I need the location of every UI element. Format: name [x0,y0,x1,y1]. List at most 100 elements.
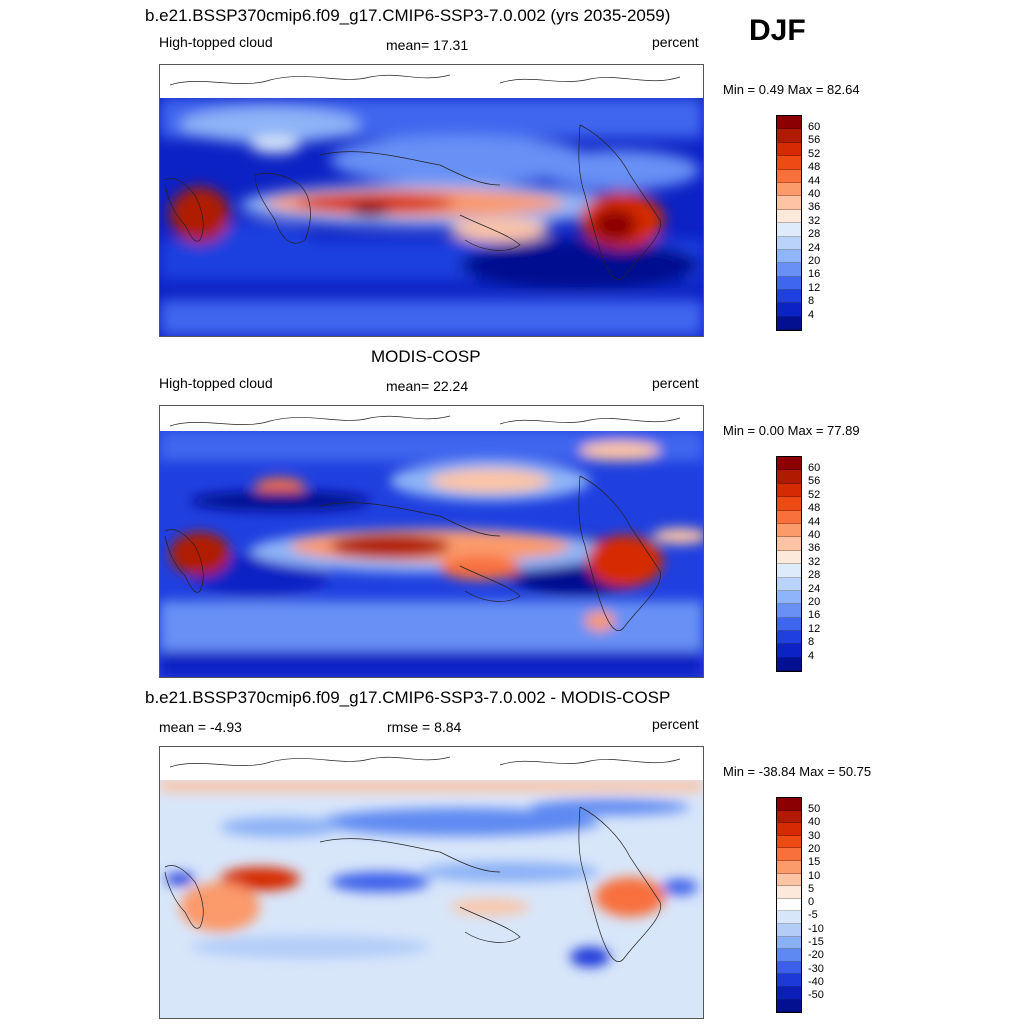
panel1-swatch [777,182,801,197]
panel3-tick: 10 [808,869,821,882]
panel1-swatch [777,129,801,143]
panel3-tick: 40 [808,816,821,829]
panel1-tick: 24 [808,241,821,254]
panel2-swatch [777,550,801,565]
panel1-minmax: Min = 0.49 Max = 82.64 [723,82,860,97]
panel2-swatch [777,564,801,578]
panel2-tick: 24 [808,582,821,595]
panel1-tick: 16 [808,268,821,281]
panel3-tick: -50 [808,989,824,1002]
panel3-tick: -10 [808,922,824,935]
panel3-tick: 0 [808,896,815,909]
panel3-swatch [777,835,801,849]
panel3-map [159,746,704,1019]
panel3-tick: -15 [808,936,824,948]
panel2-swatch [777,617,801,632]
panel3-tick: -20 [808,949,824,962]
panel2-swatch [777,577,801,591]
panel2-swatch [777,483,801,498]
panel3-swatch [777,974,801,987]
panel1-tick: 52 [808,147,821,160]
panel1-map [159,64,704,337]
panel2-tick: 60 [808,462,821,474]
panel2-swatch [777,523,801,538]
panel1-title: b.e21.BSSP370cmip6.f09_g17.CMIP6-SSP3-7.… [145,6,671,25]
panel3-swatch [777,898,801,912]
panel1-swatch [777,142,801,157]
panel3-swatch [777,823,801,836]
panel1-tick: 20 [808,255,821,267]
panel2-swatch [777,657,801,672]
panel2-tick: 20 [808,596,821,608]
panel2-swatch [777,537,801,551]
panel3-mean-label: mean = -4.93 [159,719,242,735]
panel2-colorbar [776,456,802,673]
panel2-units-label: percent [652,375,699,391]
panel3-swatch [777,999,801,1013]
panel2-tick: 28 [808,569,821,582]
panel3-swatch [777,949,801,962]
panel3-tick: 20 [808,842,821,855]
panel3-tick: -5 [808,909,818,922]
panel3-units-label: percent [652,716,699,732]
panel3-title: b.e21.BSSP370cmip6.f09_g17.CMIP6-SSP3-7.… [145,688,671,707]
panel1-tick: 40 [808,188,821,200]
panel2-tick: 16 [808,609,821,622]
panel3-tick: 15 [808,856,821,869]
panel2-tick: 56 [808,475,821,488]
panel2-swatch [777,590,801,605]
panel1-swatch [777,249,801,264]
panel2-swatch [777,631,801,645]
panel3-swatch [777,886,801,899]
panel3-colorbar [776,797,802,1014]
panel3-tick: -30 [808,962,824,975]
panel2-tick: 32 [808,555,821,568]
panel1-field-label: High-topped cloud [159,34,273,50]
panel2-swatch [777,457,801,471]
panel2-tick: 4 [808,649,815,662]
panel3-tick: 50 [808,803,821,815]
panel3-tick: 30 [808,829,821,842]
panel1-tick: 44 [808,174,821,187]
panel1-swatch [777,303,801,317]
panel1-swatch [777,116,801,130]
panel1-tick: 8 [808,295,815,308]
panel1-swatch [777,196,801,210]
panel2-tick: 12 [808,622,821,635]
panel3-swatch [777,860,801,874]
panel2-swatch [777,510,801,524]
panel3-rmse-label: rmse = 8.84 [387,719,462,735]
panel1-swatch [777,276,801,291]
panel2-tick: 48 [808,502,821,515]
panel2-swatch [777,604,801,618]
panel1-swatch [777,290,801,304]
panel3-tick: -40 [808,975,824,988]
panel2-swatch [777,470,801,484]
panel1-tick: 36 [808,201,821,214]
panel1-tick: 12 [808,281,821,294]
panel1-mean-label: mean= 17.31 [386,37,469,53]
panel1-tick: 60 [808,121,821,133]
panel1-tick: 56 [808,134,821,147]
panel1-tick: 28 [808,228,821,241]
panel2-field-label: High-topped cloud [159,375,273,391]
panel3-swatch [777,961,801,975]
panel3-tick: 5 [808,882,815,895]
panel3-swatch [777,936,801,950]
panel2-swatch [777,644,801,658]
panel2-tick: 8 [808,636,815,649]
panel1-swatch [777,169,801,183]
panel3-swatch [777,911,801,924]
panel3-swatch [777,873,801,887]
panel1-tick: 32 [808,214,821,227]
panel2-title: MODIS-COSP [371,347,481,366]
panel2-map [159,405,704,678]
panel2-minmax: Min = 0.00 Max = 77.89 [723,423,860,438]
panel1-swatch [777,223,801,237]
panel1-swatch [777,263,801,277]
panel3-minmax: Min = -38.84 Max = 50.75 [723,764,872,779]
panel1-colorbar [776,115,802,332]
panel1-swatch [777,156,801,170]
panel1-tick: 48 [808,161,821,174]
panel2-tick: 52 [808,488,821,501]
